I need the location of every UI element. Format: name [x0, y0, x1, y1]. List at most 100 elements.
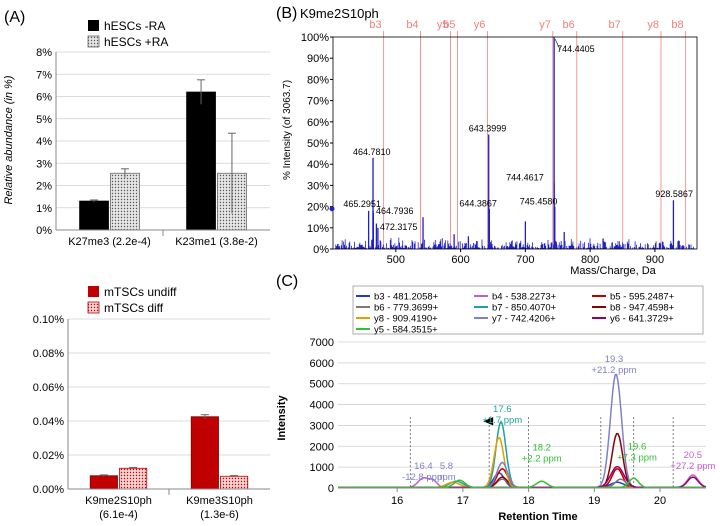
- legend-label: b6 - 779.3699+: [374, 303, 439, 314]
- peak-annotation: +7.3 ppm: [617, 452, 657, 463]
- y-tick-label: 0%: [36, 225, 52, 237]
- fragment-label: b3: [369, 19, 381, 31]
- y-tick-label: 8%: [36, 47, 52, 59]
- plot-frame: [332, 36, 698, 250]
- xic-series-line: [338, 477, 706, 489]
- y-tick-label: 20%: [307, 202, 329, 214]
- x-tick-label: 700: [516, 254, 534, 266]
- y-tick-label: 5%: [36, 114, 52, 126]
- y-tick-label: 3%: [36, 158, 52, 170]
- x-tick-label: 16: [391, 495, 403, 507]
- bar: [119, 467, 148, 490]
- fragment-label: b4: [406, 19, 418, 31]
- y-tick-label: 40%: [307, 159, 329, 171]
- y-tick-label: 0: [328, 483, 334, 495]
- fragment-label: y5: [437, 19, 449, 31]
- y-tick-label: 7000: [310, 337, 334, 349]
- legend-label: b3 - 481.2058+: [374, 292, 439, 303]
- y-tick-label: 2000: [310, 441, 334, 453]
- legend-label: y7 - 742.4206+: [492, 314, 556, 325]
- bar: [186, 91, 216, 231]
- legend-box: [352, 285, 704, 335]
- fragment-label: y6: [474, 19, 486, 31]
- y-tick-label: 0.06%: [33, 382, 64, 394]
- peak-annotation: 16.4: [414, 461, 433, 472]
- x-tick-label: 17: [457, 495, 469, 507]
- legend-label: b8 - 947.4598+: [610, 303, 675, 314]
- x-tick-label: K27me3 (2.2e-4): [68, 236, 151, 248]
- chart-a-top: 0% 1% 2% 3% 4% 5% 6% 7% 8% K27me3 (2.2e-4) K23me1 …: [3, 19, 270, 248]
- peak-annotation: +27.2 ppm: [670, 461, 715, 472]
- y-tick-label: 5000: [310, 379, 334, 391]
- fragment-label: b8: [671, 19, 683, 31]
- x-tick-label: 19: [588, 495, 600, 507]
- y-tick-label: 60%: [307, 117, 329, 129]
- peak-label: 464.7810: [353, 147, 391, 157]
- fragment-label: b6: [563, 19, 575, 31]
- peak-annotation: ppm: [437, 472, 456, 483]
- y-tick-label: 6%: [36, 92, 52, 104]
- b-xlabel: Mass/Charge, Da: [570, 265, 656, 277]
- peak-label: 643.3999: [469, 124, 507, 134]
- peak-annotation: -12.8 ppm: [402, 472, 445, 483]
- x-tick-label: K9me2S10ph: [85, 495, 152, 507]
- fragment-label: b5: [443, 19, 455, 31]
- peak-annotation: 18.2: [532, 442, 551, 453]
- legend-label: y5 - 584.3515+: [374, 325, 438, 336]
- peak-annotation: +1.7 ppm: [482, 415, 522, 426]
- y-tick-label: 80%: [307, 74, 329, 86]
- peak-label: 464.7936: [376, 206, 414, 216]
- y-tick-label: 4%: [36, 136, 52, 148]
- x-tick-label: 900: [646, 254, 664, 266]
- legend-label-hescs-plus-ra: hESCs +RA: [104, 35, 168, 49]
- x-tick-label: 20: [654, 495, 666, 507]
- legend-swatch-mtscs-undiff: [88, 286, 99, 297]
- peak-annotation: 5.8: [440, 461, 453, 472]
- y-tick-label: 90%: [307, 53, 329, 65]
- chart-a-bottom: 0.00% 0.02% 0.04% 0.06% 0.08% 0.10% K9me2S10ph…: [33, 285, 270, 521]
- peak-label: 472.3175: [380, 222, 418, 232]
- y-tick-label: 0.10%: [33, 314, 64, 326]
- y-tick-label: 4000: [310, 400, 334, 412]
- legend-swatch-mtscs-diff: [87, 301, 100, 314]
- c-legend: b3 - 481.2058+ b4 - 538.2273+ b5 - 595.248…: [352, 285, 704, 336]
- x-tick-label: (6.1e-4): [99, 509, 138, 521]
- y-tick-label: 2%: [36, 181, 52, 193]
- legend-swatch-hescs-minus-ra: [88, 20, 99, 31]
- chart-c-xic: b3 - 481.2058+ b4 - 538.2273+ b5 - 595.248…: [276, 285, 716, 523]
- legend-label-hescs-minus-ra: hESCs -RA: [104, 19, 165, 33]
- c-ylabel: Intensity: [276, 395, 288, 441]
- bar: [79, 200, 109, 231]
- x-tick-label: K23me1 (3.8e-2): [175, 236, 258, 248]
- fragment-label: y8: [647, 19, 659, 31]
- bar: [190, 416, 219, 490]
- y-tick-label: 6000: [310, 358, 334, 370]
- x-tick-label: (1.3e-6): [200, 509, 239, 521]
- peak-annotation: +2.2 ppm: [522, 453, 562, 464]
- noise-baseline: [334, 237, 696, 249]
- baseline-marker: [329, 206, 335, 212]
- rt-arrow: [483, 417, 494, 426]
- peak-label: 744.4405: [557, 44, 595, 54]
- legend-swatch-hescs-plus-ra: [87, 35, 100, 48]
- x-tick-label: 800: [581, 254, 599, 266]
- y-tick-label: 0.00%: [33, 484, 64, 496]
- panel-a-label: (A): [4, 9, 25, 26]
- xic-series-line: [338, 474, 707, 489]
- x-tick-label: 18: [522, 495, 534, 507]
- xic-series-line: [338, 467, 706, 489]
- peak-annotation: +21.2 ppm: [591, 365, 636, 376]
- panel-c-label: (C): [276, 273, 298, 290]
- y-tick-label: 0.08%: [33, 348, 64, 360]
- xic-series-line: [338, 373, 706, 489]
- xic-series-line: [338, 472, 706, 489]
- peak-label: 744.4617: [506, 172, 544, 182]
- y-tick-label: 7%: [36, 69, 52, 81]
- y-tick-label: 100%: [301, 32, 329, 44]
- bar: [110, 172, 140, 231]
- xic-series-line: [338, 465, 707, 489]
- b-title: K9me2S10ph: [300, 6, 379, 21]
- legend-label: b5 - 595.2487+: [610, 292, 675, 303]
- panel-b-label: (B): [276, 5, 297, 22]
